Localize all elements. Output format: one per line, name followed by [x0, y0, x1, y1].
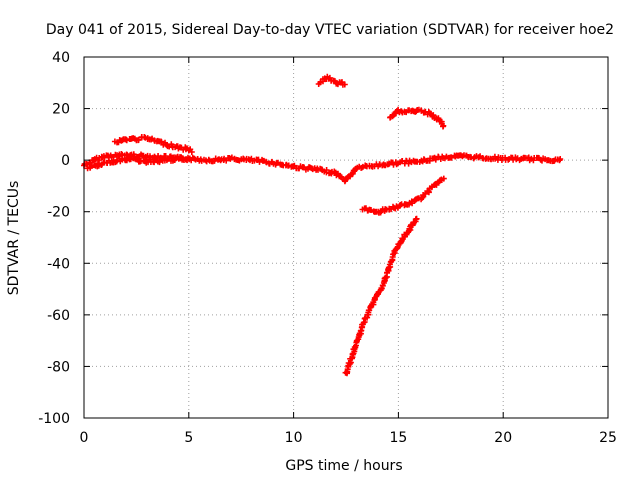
series-markers — [387, 106, 447, 130]
series-markers — [84, 154, 191, 172]
plot-frame — [83, 56, 609, 419]
chart-title: Day 041 of 2015, Sidereal Day-to-day VTE… — [46, 22, 614, 38]
tick-layer: 0 5 10 15 20 25 40 20 0 -20 -40 -60 -80 -100 — [38, 50, 617, 446]
y-tick-label: -80 — [47, 359, 70, 375]
y-tick-label: -20 — [47, 205, 70, 221]
x-axis-label: GPS time / hours — [285, 458, 402, 474]
y-tick-label: 40 — [52, 50, 70, 66]
series-early-upper — [111, 134, 195, 155]
series-arc-upper — [387, 106, 447, 130]
series-steep-descent — [342, 215, 420, 377]
series-markers — [111, 134, 195, 155]
data-layer — [81, 73, 564, 377]
series-rising-mid — [359, 175, 447, 216]
y-tick-label: -60 — [47, 308, 70, 324]
series-markers — [342, 215, 420, 377]
x-tick-label: 0 — [80, 430, 89, 446]
series-early-lower — [84, 154, 191, 172]
series-markers — [315, 73, 348, 88]
y-tick-label: 0 — [61, 153, 70, 169]
y-axis-label: SDTVAR / TECUs — [6, 181, 22, 296]
series-spike-top — [315, 73, 348, 88]
x-tick-label: 20 — [494, 430, 512, 446]
y-tick-label: -100 — [38, 411, 70, 427]
y-tick-label: -40 — [47, 256, 70, 272]
x-tick-label: 5 — [184, 430, 193, 446]
x-tick-label: 10 — [285, 430, 303, 446]
x-tick-label: 15 — [389, 430, 407, 446]
x-tick-label: 25 — [599, 430, 617, 446]
y-tick-label: 20 — [52, 102, 70, 118]
series-markers — [359, 175, 447, 216]
